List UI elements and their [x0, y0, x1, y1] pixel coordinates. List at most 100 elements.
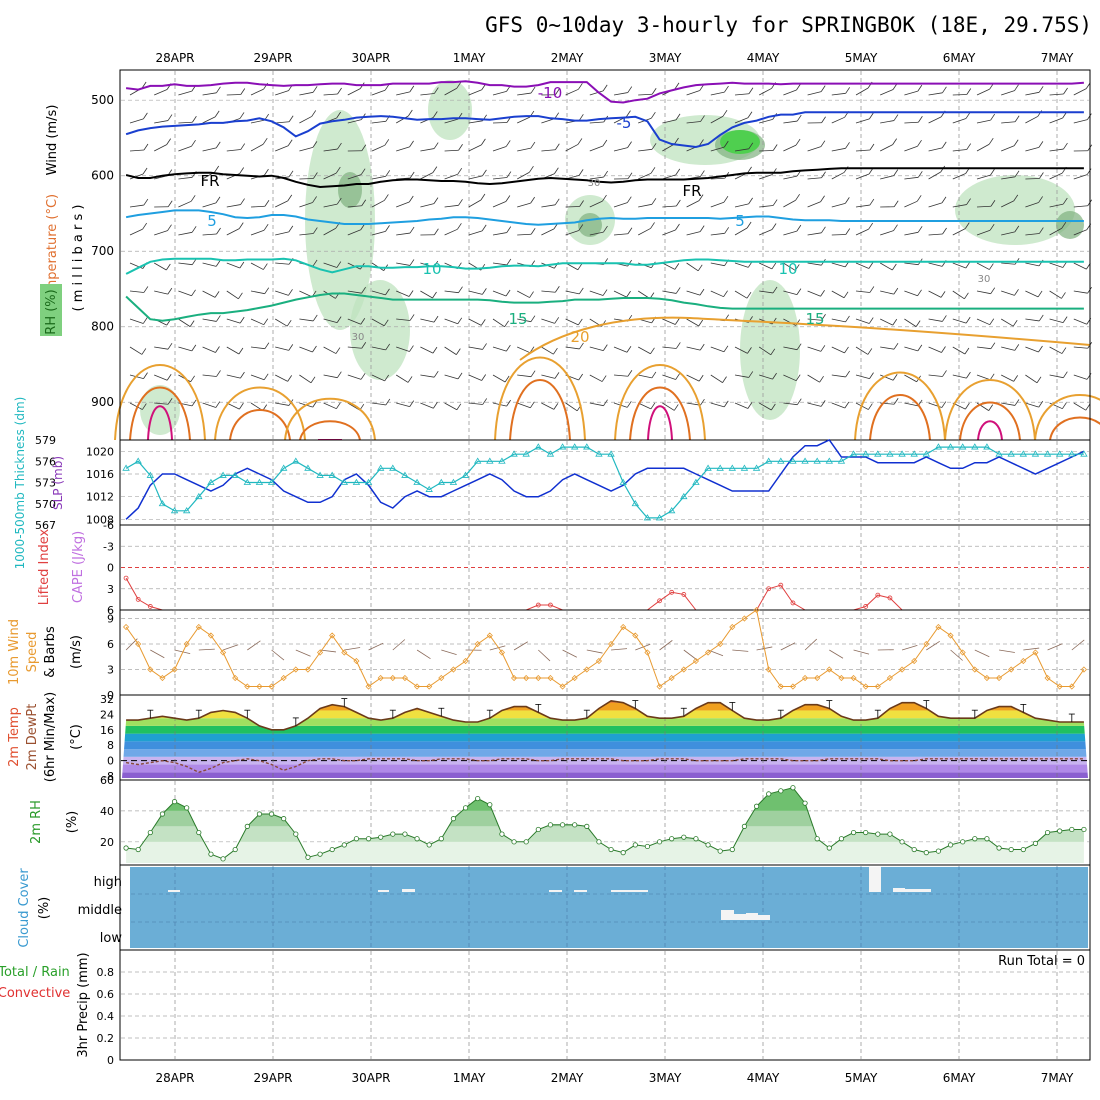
rh2m-marker: [1069, 826, 1075, 833]
rh2m-marker: [996, 845, 1002, 851]
wind-barb: [396, 318, 411, 321]
temp-band: [122, 725, 1088, 734]
wind-barb-flag: [627, 172, 633, 179]
wind-barb: [589, 346, 604, 352]
wind-barb-flag: [555, 88, 560, 95]
wind10-marker: [923, 640, 930, 648]
thickness-marker: [910, 450, 918, 457]
wind-barb: [734, 203, 749, 208]
wind-barb-flag: [409, 400, 415, 407]
wind-barb-flag: [893, 287, 899, 295]
wind-barb-flag: [1014, 399, 1020, 406]
wind-barb: [347, 346, 362, 349]
thickness-marker: [546, 450, 555, 457]
wind-barb-flag: [215, 401, 221, 408]
temp-contour-20: [284, 397, 376, 441]
wind-barb-flag: [892, 374, 898, 381]
wind-barb-flag: [360, 318, 366, 325]
wind-barb: [129, 346, 143, 355]
thickness-marker: [680, 492, 688, 500]
wind-barb-flag: [674, 263, 680, 270]
rh2m-marker: [293, 831, 299, 837]
contour-label: 30: [978, 274, 991, 285]
wind-barb-flag: [530, 315, 536, 322]
temp-contour-25: [959, 401, 1021, 441]
thickness-marker: [486, 457, 494, 464]
wind-barb-flag: [942, 315, 947, 322]
wind-barb-flag: [192, 116, 197, 123]
thickness-marker: [498, 457, 506, 464]
thickness-tick: 579: [35, 434, 56, 447]
wind-barb: [1001, 121, 1016, 124]
wind-barb: [589, 290, 604, 296]
rh2m-marker: [923, 850, 929, 856]
wind10-marker: [426, 683, 433, 690]
rh2m-marker: [972, 836, 978, 842]
wind10-marker: [692, 657, 700, 665]
wind-barb-flag: [553, 403, 559, 410]
wind-barb: [129, 149, 144, 152]
wind-barb-flag: [699, 225, 705, 232]
rh2m-marker: [717, 848, 723, 854]
wind-barb: [541, 318, 555, 324]
wind-barb-flag: [917, 84, 923, 92]
wind-barb-flag: [1061, 292, 1066, 299]
wind-barb-flag: [506, 258, 512, 266]
precip-tick: 0: [107, 1054, 114, 1067]
wind-barb: [541, 149, 556, 152]
slp-label: SLP (mb): [51, 456, 65, 510]
wind-barb-flag: [602, 139, 608, 147]
rh2m-marker: [487, 802, 493, 808]
wind10-marker: [571, 674, 578, 682]
precip-tick: 0.8: [97, 966, 115, 979]
wind-barb: [662, 290, 677, 294]
wind-barb: [686, 231, 701, 236]
wind-barb-flag: [238, 292, 243, 300]
wind-barb: [275, 402, 290, 406]
wind-barb-flag: [966, 198, 971, 205]
wind-barb: [1073, 119, 1088, 124]
wind-barb: [831, 290, 845, 299]
temp2m-ticks: 32 24 16 8 0 -8: [100, 693, 114, 783]
wind-barb-flag: [240, 143, 246, 150]
wind-barb: [928, 262, 943, 267]
wind-barb-flag: [432, 346, 438, 354]
temp-contour--10: [125, 80, 1084, 104]
wind-barb-flag: [675, 223, 680, 231]
wind-barb: [759, 229, 773, 236]
cloud-patch: [549, 890, 562, 892]
thickness-marker: [364, 478, 373, 485]
thickness-marker: [279, 464, 288, 471]
wind-barb-flag: [794, 264, 800, 271]
wind-barb-flag: [965, 402, 970, 410]
wind-barb: [1025, 146, 1040, 152]
wind-barb-flag: [384, 194, 389, 201]
wind10-barb: [780, 642, 796, 651]
wind-barb: [347, 402, 361, 411]
wind10-barb: [222, 644, 239, 651]
wind-barb: [517, 233, 532, 236]
wind-barb-flag: [746, 221, 752, 229]
wind-barb: [444, 149, 459, 152]
wind-barb: [976, 318, 990, 326]
wind10-marker: [304, 666, 312, 673]
wind-barb-flag: [1062, 402, 1067, 409]
wind10-ticks: 9 6 3 0: [107, 613, 114, 703]
wind-barb: [783, 402, 798, 406]
wind-barb: [420, 374, 435, 378]
wind-barb-flag: [770, 348, 776, 356]
wind-barb-flag: [699, 343, 705, 351]
wind-barb-flag: [867, 348, 873, 355]
wind-barb: [1073, 290, 1088, 294]
thickness-marker: [316, 471, 324, 478]
wind-barb-flag: [601, 375, 607, 382]
wind10-barb: [683, 649, 697, 660]
wind-barb-flag: [942, 370, 947, 377]
wind10-barb: [1047, 643, 1063, 651]
wind-barb-flag: [336, 261, 342, 268]
rh2m-marker: [1032, 840, 1039, 846]
thickness-tick: 570: [35, 498, 56, 511]
wind-barb-flag: [892, 138, 898, 145]
wind-barb-flag: [724, 85, 729, 93]
wind-barb: [1025, 346, 1039, 353]
